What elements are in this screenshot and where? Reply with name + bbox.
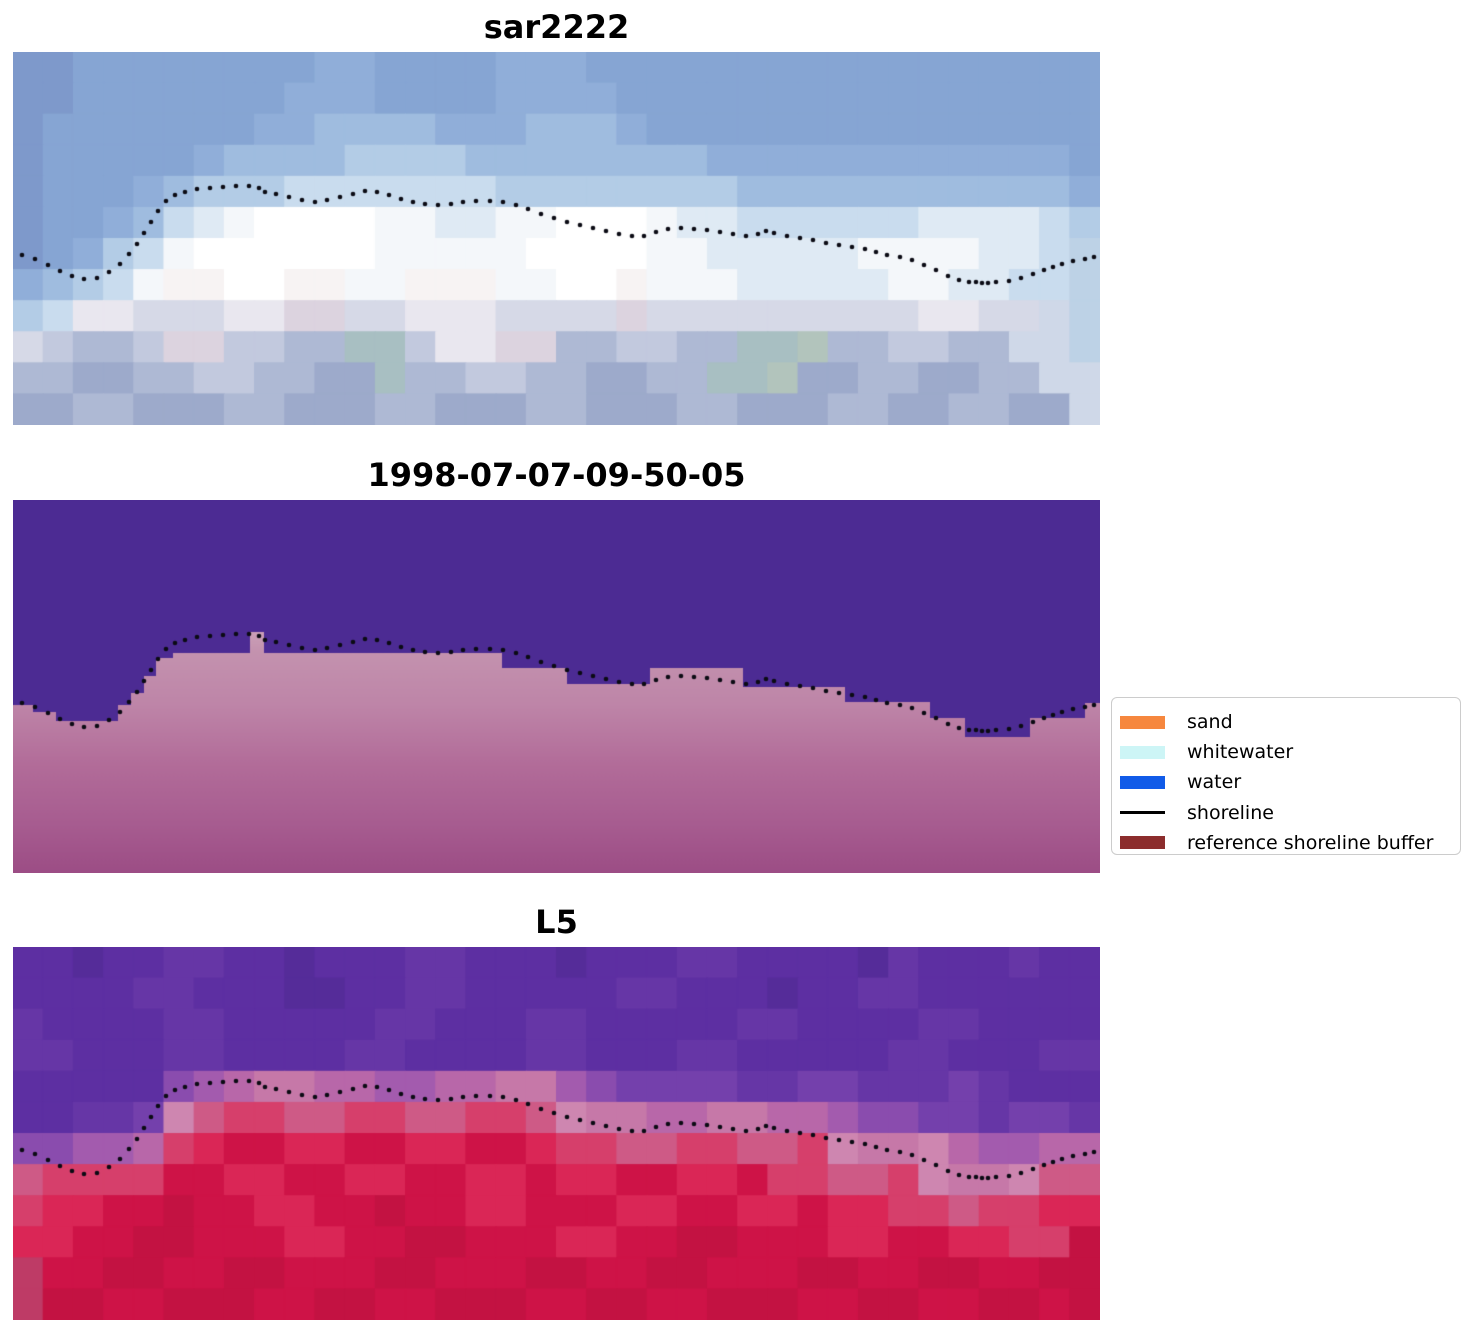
reference-buffer-swatch (1120, 836, 1165, 850)
whitewater-swatch (1120, 745, 1165, 759)
reference-buffer-label: reference shoreline buffer (1187, 831, 1434, 854)
shoreline-line-swatch (1120, 811, 1165, 815)
shoreline-label: shoreline (1187, 801, 1274, 824)
sar2222-image (13, 52, 1100, 425)
legend-item-reference-buffer: reference shoreline buffer (1120, 828, 1450, 858)
legend-item-whitewater: whitewater (1120, 737, 1450, 767)
legend-item-sand: sand (1120, 707, 1450, 737)
panel-title-l5: L5 (535, 903, 578, 941)
sand-label: sand (1187, 711, 1233, 734)
panel-title-sar2222: sar2222 (483, 8, 630, 46)
panel-title-date: 1998-07-07-09-50-05 (367, 456, 746, 494)
legend-item-shoreline: shoreline (1120, 798, 1450, 828)
sand-swatch (1120, 715, 1165, 729)
whitewater-label: whitewater (1187, 741, 1294, 764)
water-label: water (1187, 771, 1242, 794)
classified-image (13, 500, 1100, 873)
water-swatch (1120, 775, 1165, 789)
legend-item-water: water (1120, 767, 1450, 797)
l5-image (13, 947, 1100, 1320)
legend-box: sand whitewater water shoreline referenc… (1111, 697, 1461, 855)
